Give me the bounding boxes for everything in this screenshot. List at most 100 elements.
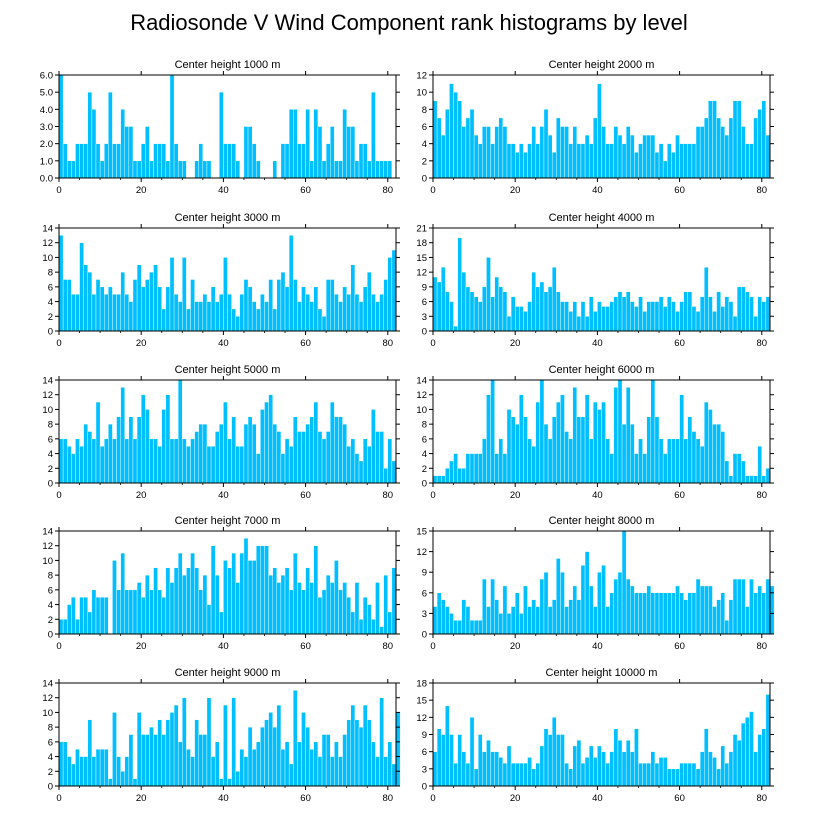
bar xyxy=(535,143,541,179)
bar xyxy=(375,301,380,332)
bar xyxy=(108,286,113,332)
bar xyxy=(367,604,372,635)
bar xyxy=(432,606,438,635)
bar xyxy=(227,778,232,787)
bar xyxy=(461,468,467,484)
bar xyxy=(679,762,684,787)
bar xyxy=(498,286,504,332)
bar xyxy=(321,160,327,179)
bar xyxy=(268,712,273,787)
bar xyxy=(284,143,290,179)
bar xyxy=(371,294,376,332)
bar xyxy=(765,296,771,332)
bar xyxy=(79,597,84,635)
bar xyxy=(288,446,294,484)
bar xyxy=(153,734,158,787)
bar xyxy=(564,762,569,787)
bar xyxy=(765,468,771,484)
bar xyxy=(465,762,471,787)
y-tick-label: 3.0 xyxy=(40,122,53,133)
bar xyxy=(260,545,265,635)
bar xyxy=(695,438,701,484)
x-tick-label: 20 xyxy=(136,490,147,501)
y-tick-label: 12 xyxy=(416,390,427,401)
y-tick-label: 4 xyxy=(422,449,427,460)
y-tick-label: 14 xyxy=(416,376,427,387)
bar xyxy=(699,296,705,332)
bar xyxy=(227,294,232,332)
bar xyxy=(247,286,253,332)
panel-2: Center height 3000 m 0 2 4 6 8 10 12 14 0 20 40 60 80 xyxy=(42,212,400,349)
bar xyxy=(634,592,639,635)
bar xyxy=(658,143,664,179)
bar xyxy=(679,592,684,635)
bar xyxy=(704,728,709,787)
x-tick-label: 60 xyxy=(300,641,311,652)
bar xyxy=(465,117,471,179)
bar xyxy=(478,734,483,787)
bar xyxy=(658,757,664,787)
bar xyxy=(704,401,709,484)
bar xyxy=(243,756,249,787)
bar xyxy=(83,423,88,484)
bar xyxy=(375,160,380,179)
bar xyxy=(728,117,734,179)
bar xyxy=(556,291,561,332)
bar xyxy=(346,294,351,332)
bar xyxy=(256,160,261,179)
bar xyxy=(182,160,187,179)
bar xyxy=(91,109,97,179)
plot-frame xyxy=(58,682,397,787)
bar xyxy=(732,578,738,635)
bar xyxy=(473,296,479,332)
bar xyxy=(358,143,364,179)
bar xyxy=(210,756,216,787)
bar xyxy=(671,301,676,332)
y-tick-label: 10 xyxy=(42,556,53,567)
bar xyxy=(469,620,475,635)
bar xyxy=(671,438,676,484)
bar xyxy=(609,453,615,484)
bar xyxy=(749,143,754,179)
panel-title: Center height 6000 m xyxy=(549,364,655,376)
bar xyxy=(354,719,360,787)
bar xyxy=(634,152,639,179)
bar xyxy=(145,279,150,332)
x-tick-label: 20 xyxy=(510,185,521,196)
y-tick-label: 12 xyxy=(42,390,53,401)
bar xyxy=(169,582,175,635)
x-tick-label: 40 xyxy=(218,185,229,196)
bar xyxy=(383,468,388,484)
bar xyxy=(634,728,639,787)
bar xyxy=(556,558,561,635)
bar xyxy=(145,409,150,484)
bar xyxy=(358,460,364,484)
bar xyxy=(531,768,536,787)
bar xyxy=(264,719,269,787)
x-tick-label: 40 xyxy=(592,490,603,501)
bar xyxy=(124,589,130,635)
y-tick-label: 0 xyxy=(48,327,53,338)
bar xyxy=(79,756,84,787)
bar xyxy=(145,574,150,635)
bar xyxy=(313,109,319,179)
bar xyxy=(87,91,93,179)
bar xyxy=(482,751,487,787)
bar xyxy=(445,468,450,484)
bar xyxy=(547,734,553,787)
bar xyxy=(95,749,101,787)
x-tick-label: 60 xyxy=(674,793,685,804)
bar xyxy=(149,271,154,332)
bar xyxy=(535,286,541,332)
bar xyxy=(157,286,162,332)
bar xyxy=(593,401,598,484)
bar xyxy=(264,545,269,635)
bar xyxy=(71,160,76,179)
x-tick-label: 0 xyxy=(56,793,61,804)
bar xyxy=(272,423,278,484)
bar xyxy=(210,286,216,332)
y-tick-label: 2.0 xyxy=(40,139,53,150)
bar xyxy=(494,599,499,635)
panel-title: Center height 7000 m xyxy=(175,515,281,527)
bar xyxy=(724,762,730,787)
